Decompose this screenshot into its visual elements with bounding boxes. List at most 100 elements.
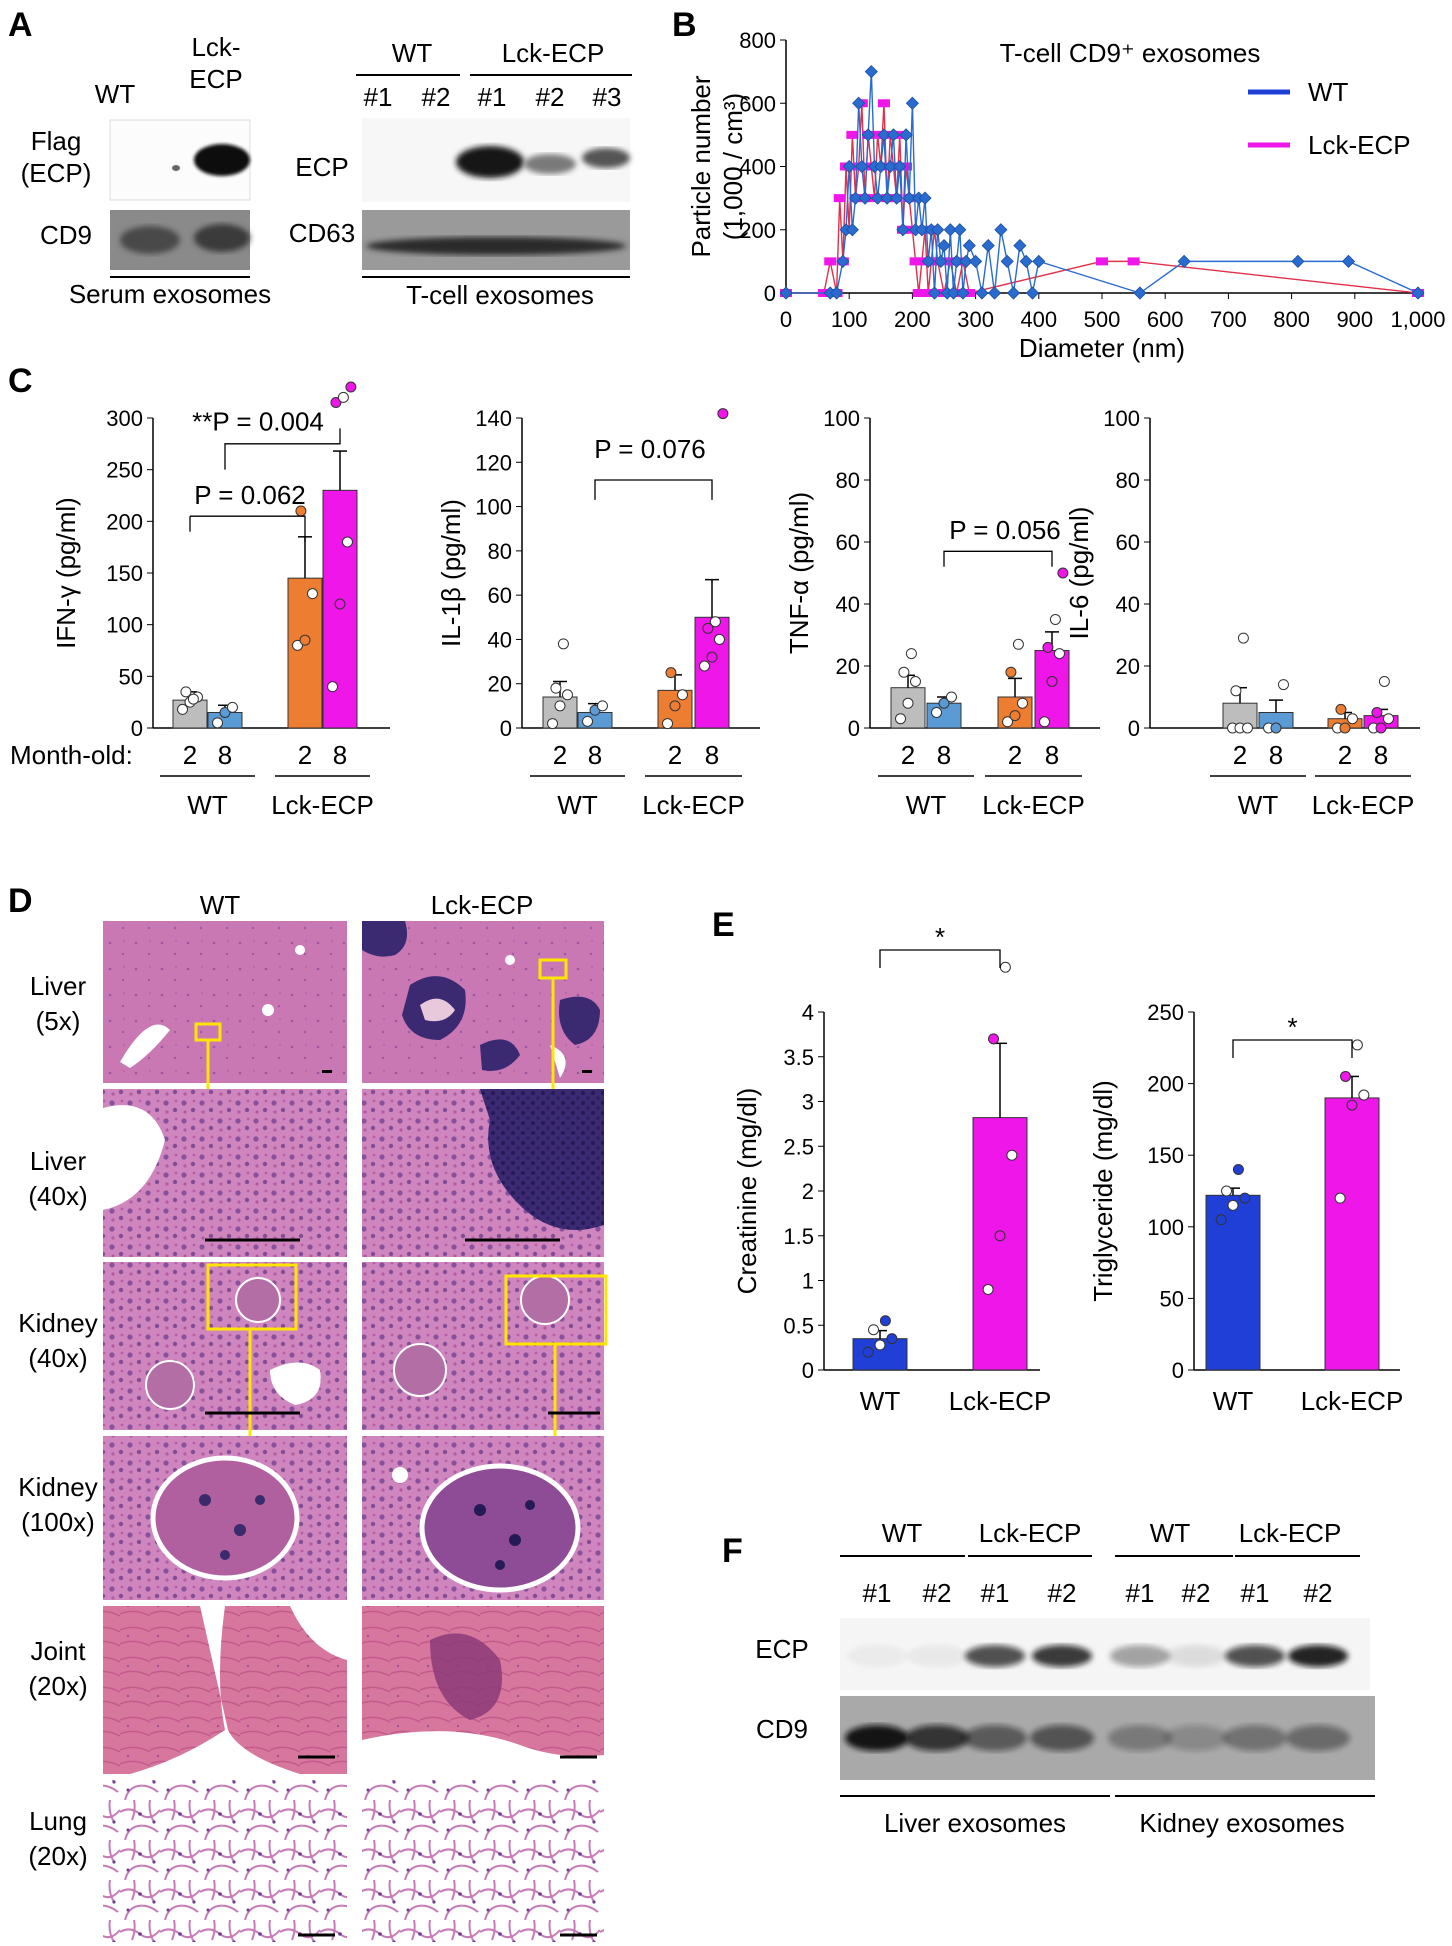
data-point [180,686,192,698]
data-point-lck [846,130,859,139]
data-point-wt [1291,254,1305,268]
data-point-wt [975,286,989,300]
histo-row-4-mag: (100x) [21,1507,95,1537]
panel-letter-b: B [672,6,697,44]
panel-b: B 0 200 400 600 800 0 100 200 300 400 500 600 700 800… [672,6,1446,363]
y-tick-label: 100 [475,495,512,520]
data-point [561,689,573,701]
group-label-1: Lck-ECP [271,790,374,820]
month-tick-2: 2 [668,740,682,770]
y-tick-label: 300 [106,406,143,431]
tcell-footer: T-cell exosomes [406,280,594,310]
y-tick-label: 40 [836,592,860,617]
histo-lung-20x-lck [362,1780,604,1942]
month-tick-1: 8 [1269,740,1283,770]
data-point [337,391,349,403]
y-axis-label-line2: (1,000 / cm³) [718,93,748,240]
month-tick-1: 8 [937,740,951,770]
data-point-wt [864,65,878,79]
data-point-wt [836,254,850,268]
tcell-group-lck: Lck-ECP [502,38,605,68]
series-line-1 [786,103,1419,294]
blot-f-ecp-band-5 [1166,1645,1226,1667]
blot-f-group-3: Lck-ECP [1239,1518,1342,1548]
histo-row-5-mag: (20x) [28,1671,87,1701]
y-tick-label: 100 [823,406,860,431]
data-point [665,667,677,679]
histo-row-5-name: Joint [31,1636,87,1666]
data-point-wt [1000,254,1014,268]
x-tick-label: 500 [1084,307,1121,332]
month-tick-2: 2 [298,740,312,770]
sig-label: P = 0.076 [594,434,706,464]
data-point-wt [962,238,976,253]
data-point [676,689,688,701]
histo-joint-20x-wt [103,1606,347,1774]
tcell-lane-2: #2 [422,82,451,112]
y-axis-label: Triglyceride (mg/dl) [1088,1080,1118,1302]
panel-letter-f: F [722,1532,743,1570]
blot-f-lane-1: #2 [923,1578,952,1608]
blot-f-group-1: Lck-ECP [979,1518,1082,1548]
y-tick-label: 0 [1128,716,1140,741]
panel-letter-d: D [8,882,33,920]
data-point-wt [890,191,904,205]
sig-bracket-1 [224,428,341,470]
data-point [554,700,566,712]
y-tick-label: 4 [802,1000,814,1025]
x-tick-label: 100 [831,307,868,332]
data-point [945,691,957,703]
blot-f-group-2: WT [1150,1518,1191,1548]
group-label-0: WT [906,790,947,820]
histo-col-wt: WT [200,890,241,920]
month-tick-3: 8 [1374,740,1388,770]
data-point [1042,641,1054,653]
serum-flag-band [194,144,250,176]
chart-e-creatinine: 0 0.5 1 1.5 2 2.5 3 3.5 4 Creatinine (mg/dl) WT Lck… [732,922,1051,1416]
serum-col-wt: WT [95,79,136,109]
data-point-wt [1019,254,1033,268]
month-tick-0: 2 [183,740,197,770]
x-cat-0: WT [1213,1386,1254,1416]
y-tick-label: 2.5 [783,1134,814,1159]
x-tick-label: 700 [1210,307,1247,332]
data-point [1346,713,1358,725]
data-point-wt [858,191,872,205]
histo-liver-5x-wt [103,921,347,1116]
month-tick-3: 8 [705,740,719,770]
tcell-lane-3: #1 [478,82,507,112]
data-point [1221,1185,1233,1197]
data-point [596,700,608,712]
histo-row-1-name: Liver [30,971,87,1001]
y-tick-label: 100 [1147,1215,1184,1240]
data-point-lck [909,257,922,266]
sig-star: * [935,922,945,952]
y-tick-label: 0 [802,1358,814,1383]
y-tick-label: 120 [475,450,512,475]
blot-f-ecp-band-1 [907,1645,967,1667]
sig-bracket-2 [190,515,306,542]
data-point-wt [931,223,945,237]
x-tick-label: 1,000 [1390,307,1445,332]
data-point [898,666,910,678]
data-point [341,536,353,548]
x-tick-label: 0 [780,307,792,332]
data-point [988,1033,1000,1045]
x-cat-1: Lck-ECP [1301,1386,1404,1416]
x-tick-label: 800 [1273,307,1310,332]
data-point-wt [861,128,875,142]
panel-e: E 0 0.5 1 1.5 2 2.5 3 3.5 4 Creatinine (mg/dl) WT L… [712,906,1403,1416]
histo-kidney-40x-wt [103,1262,347,1450]
data-point [1375,722,1387,734]
blot-f-group-0: WT [882,1518,923,1548]
y-axis-label: Particle number(1,000 / cm³) [686,75,748,257]
bar-1 [972,1117,1028,1371]
data-point-wt [1032,254,1046,268]
data-point [1232,1164,1244,1176]
sig-star: * [1287,1012,1297,1042]
data-point-wt [946,286,961,300]
data-point [662,718,674,730]
